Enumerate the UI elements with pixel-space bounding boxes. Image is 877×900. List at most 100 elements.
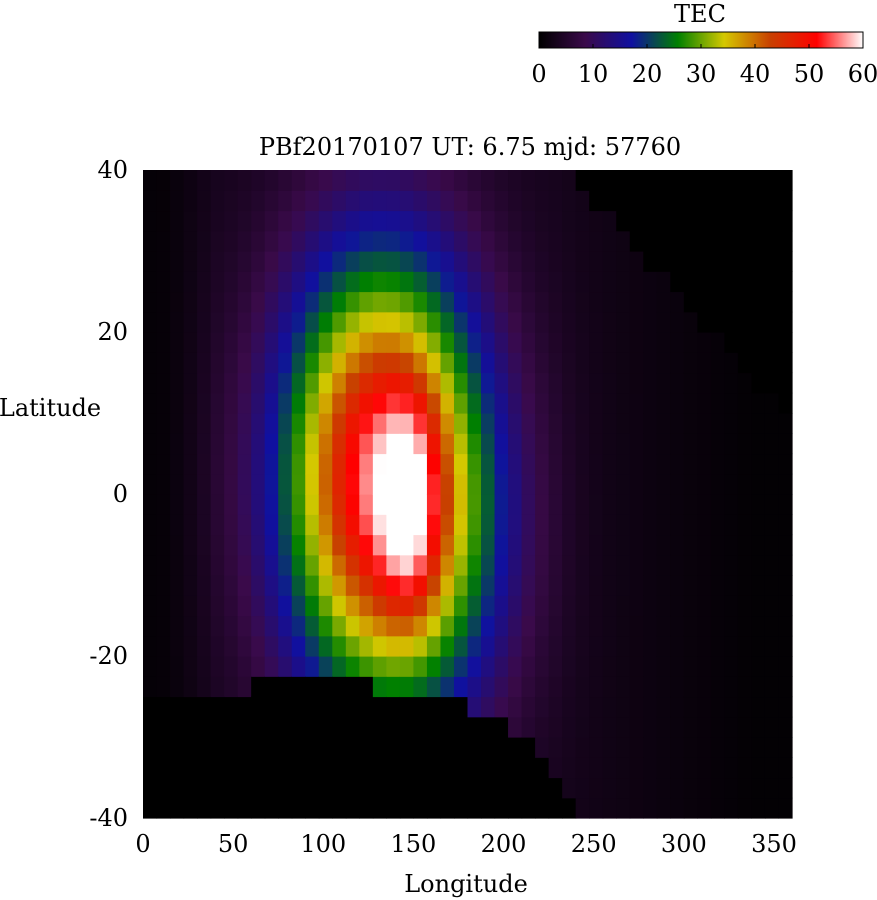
heatmap-cell <box>697 170 712 191</box>
heatmap-cell <box>710 777 725 799</box>
heatmap-cell <box>697 372 712 394</box>
heatmap-cell <box>399 190 415 212</box>
heatmap-cell <box>643 413 658 434</box>
heatmap-cell <box>318 514 333 536</box>
heatmap-cell <box>237 534 252 556</box>
heatmap-cell <box>548 494 563 515</box>
heatmap-cell <box>751 230 766 252</box>
heatmap-cell <box>548 737 563 758</box>
heatmap-cell <box>467 473 482 495</box>
heatmap-cell <box>643 453 658 475</box>
heatmap-cell <box>575 534 590 556</box>
heatmap-cell <box>440 534 455 556</box>
heatmap-cell <box>399 413 415 434</box>
heatmap-cell <box>372 554 387 576</box>
heatmap-cell <box>616 372 631 394</box>
heatmap-cell <box>453 676 469 698</box>
heatmap-cell <box>589 716 604 738</box>
heatmap-cell <box>683 332 698 353</box>
heatmap-cell <box>629 372 644 394</box>
heatmap-cell <box>737 413 753 434</box>
heatmap-cell <box>643 656 658 677</box>
heatmap-cell <box>386 777 401 799</box>
heatmap-cell <box>278 777 293 799</box>
heatmap-cell <box>386 311 401 333</box>
heatmap-cell <box>278 575 293 596</box>
heatmap-cell <box>589 797 604 819</box>
heatmap-cell <box>683 656 698 677</box>
heatmap-cell <box>575 392 590 414</box>
heatmap-cell <box>318 190 333 212</box>
heatmap-cell <box>399 392 415 414</box>
heatmap-cell <box>359 534 374 556</box>
heatmap-cell <box>656 190 671 212</box>
heatmap-cell <box>197 170 212 191</box>
heatmap-cell <box>697 656 712 677</box>
heatmap-cell <box>156 453 171 475</box>
heatmap-cell <box>399 473 415 495</box>
heatmap-cell <box>589 696 604 718</box>
heatmap-cell <box>670 170 685 191</box>
x-tick-label: 350 <box>751 830 797 858</box>
heatmap-cell <box>643 554 658 576</box>
heatmap-cell <box>697 190 712 212</box>
heatmap-cell <box>575 777 590 799</box>
heatmap-cell <box>386 433 401 455</box>
x-tick-label: 200 <box>481 830 527 858</box>
heatmap-cell <box>589 291 604 313</box>
heatmap-cell <box>535 737 550 758</box>
heatmap-cell <box>562 737 577 758</box>
heatmap-cell <box>467 453 482 475</box>
heatmap-cell <box>481 595 496 617</box>
heatmap-cell <box>372 514 387 536</box>
heatmap-cell <box>710 352 725 374</box>
heatmap-cell <box>143 615 158 637</box>
heatmap-cell <box>737 635 753 657</box>
heatmap-cell <box>521 291 536 313</box>
x-tick-label: 150 <box>391 830 437 858</box>
heatmap-cell <box>440 473 455 495</box>
heatmap-cell <box>535 777 550 799</box>
heatmap-cell <box>535 716 550 738</box>
heatmap-cell <box>332 716 347 738</box>
heatmap-cell <box>453 514 469 536</box>
heatmap-cell <box>710 514 725 536</box>
heatmap-cell <box>737 534 753 556</box>
heatmap-cell <box>224 392 239 414</box>
heatmap-cell <box>210 777 225 799</box>
heatmap-cell <box>156 210 171 232</box>
heatmap-cell <box>764 656 780 677</box>
heatmap-cell <box>467 777 482 799</box>
heatmap-cell <box>778 737 793 758</box>
heatmap-cell <box>305 473 320 495</box>
heatmap-cell <box>345 210 360 232</box>
heatmap-cell <box>737 433 753 455</box>
heatmap-cell <box>535 615 550 637</box>
heatmap-cell <box>440 311 455 333</box>
heatmap-cell <box>548 291 563 313</box>
heatmap-cell <box>548 311 563 333</box>
heatmap-cell <box>332 534 347 556</box>
colorbar-tick-label: 0 <box>531 60 546 88</box>
heatmap-cell <box>683 413 698 434</box>
heatmap-cell <box>494 494 509 515</box>
heatmap-cell <box>413 291 428 313</box>
heatmap-cell <box>494 656 509 677</box>
heatmap-cell <box>589 271 604 293</box>
heatmap-cell <box>535 757 550 779</box>
heatmap-cell <box>508 797 523 819</box>
heatmap-cell <box>345 534 360 556</box>
heatmap-cell <box>737 797 753 819</box>
heatmap-cell <box>224 595 239 617</box>
heatmap-cell <box>453 413 469 434</box>
heatmap-cell <box>481 433 496 455</box>
heatmap-cell <box>386 595 401 617</box>
heatmap-cell <box>724 230 739 252</box>
heatmap-cell <box>589 494 604 515</box>
heatmap-cell <box>656 170 671 191</box>
heatmap-cell <box>724 737 739 758</box>
heatmap-cell <box>332 595 347 617</box>
heatmap-cell <box>697 554 712 576</box>
heatmap-cell <box>548 696 563 718</box>
heatmap-cell <box>453 352 469 374</box>
